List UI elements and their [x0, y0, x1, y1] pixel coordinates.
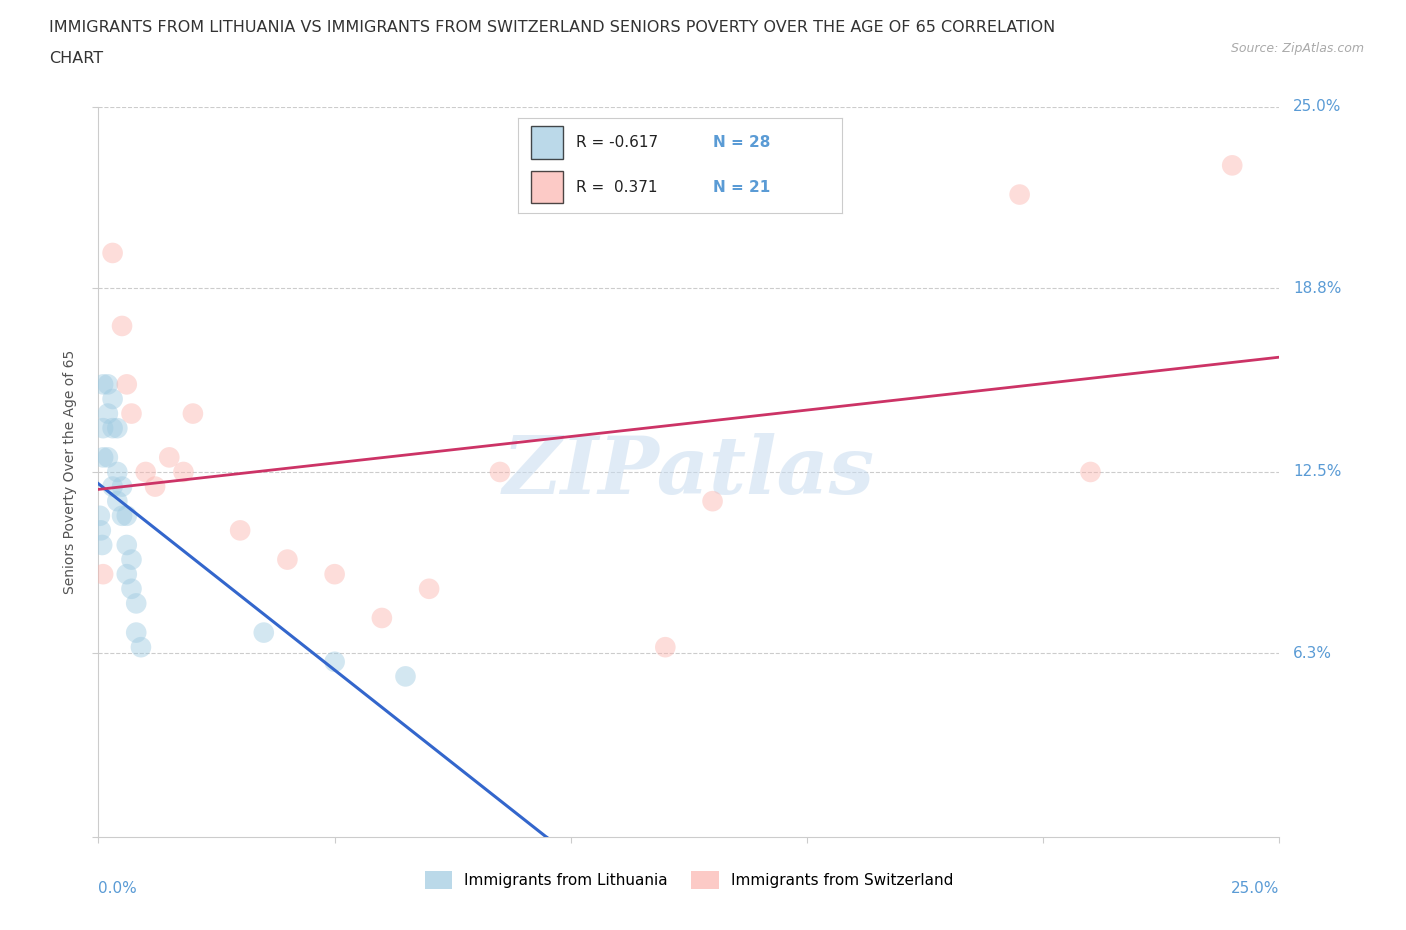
- Point: [111, 479, 134, 494]
- Point: [121, 552, 143, 567]
- Point: [157, 450, 180, 465]
- Point: [101, 420, 124, 435]
- Point: [91, 538, 114, 552]
- Point: [90, 523, 112, 538]
- Point: [91, 566, 114, 581]
- Text: 18.8%: 18.8%: [1294, 281, 1341, 296]
- Point: [101, 479, 124, 494]
- Point: [111, 509, 134, 524]
- Point: [1008, 187, 1031, 202]
- Point: [276, 552, 298, 567]
- Point: [121, 406, 143, 421]
- Text: 12.5%: 12.5%: [1294, 464, 1341, 480]
- Point: [418, 581, 440, 596]
- Point: [91, 377, 114, 392]
- Text: 0.0%: 0.0%: [98, 882, 138, 897]
- Point: [702, 494, 724, 509]
- Point: [111, 319, 134, 334]
- Point: [105, 420, 128, 435]
- Point: [129, 640, 152, 655]
- Point: [101, 392, 124, 406]
- Point: [181, 406, 204, 421]
- Point: [1080, 465, 1102, 480]
- Point: [97, 406, 120, 421]
- Point: [125, 596, 148, 611]
- Point: [105, 494, 128, 509]
- Point: [323, 566, 346, 581]
- Point: [105, 465, 128, 480]
- Point: [172, 465, 194, 480]
- Text: 25.0%: 25.0%: [1232, 882, 1279, 897]
- Y-axis label: Seniors Poverty Over the Age of 65: Seniors Poverty Over the Age of 65: [63, 350, 77, 594]
- Text: Source: ZipAtlas.com: Source: ZipAtlas.com: [1230, 42, 1364, 55]
- Point: [89, 509, 111, 524]
- Point: [253, 625, 276, 640]
- Point: [654, 640, 676, 655]
- Point: [1220, 158, 1243, 173]
- Point: [115, 538, 138, 552]
- Point: [91, 450, 114, 465]
- Text: CHART: CHART: [49, 51, 103, 66]
- Point: [97, 450, 120, 465]
- Text: IMMIGRANTS FROM LITHUANIA VS IMMIGRANTS FROM SWITZERLAND SENIORS POVERTY OVER TH: IMMIGRANTS FROM LITHUANIA VS IMMIGRANTS …: [49, 20, 1056, 35]
- Text: 25.0%: 25.0%: [1294, 100, 1341, 114]
- Point: [115, 377, 138, 392]
- Point: [121, 581, 143, 596]
- Point: [101, 246, 124, 260]
- Point: [125, 625, 148, 640]
- Legend: Immigrants from Lithuania, Immigrants from Switzerland: Immigrants from Lithuania, Immigrants fr…: [419, 865, 959, 895]
- Point: [91, 420, 114, 435]
- Point: [323, 655, 346, 670]
- Text: 6.3%: 6.3%: [1294, 645, 1333, 660]
- Point: [394, 669, 416, 684]
- Point: [143, 479, 166, 494]
- Point: [135, 465, 157, 480]
- Point: [97, 377, 120, 392]
- Point: [229, 523, 252, 538]
- Point: [371, 611, 394, 626]
- Text: ZIPatlas: ZIPatlas: [503, 433, 875, 511]
- Point: [115, 509, 138, 524]
- Point: [115, 566, 138, 581]
- Point: [489, 465, 512, 480]
